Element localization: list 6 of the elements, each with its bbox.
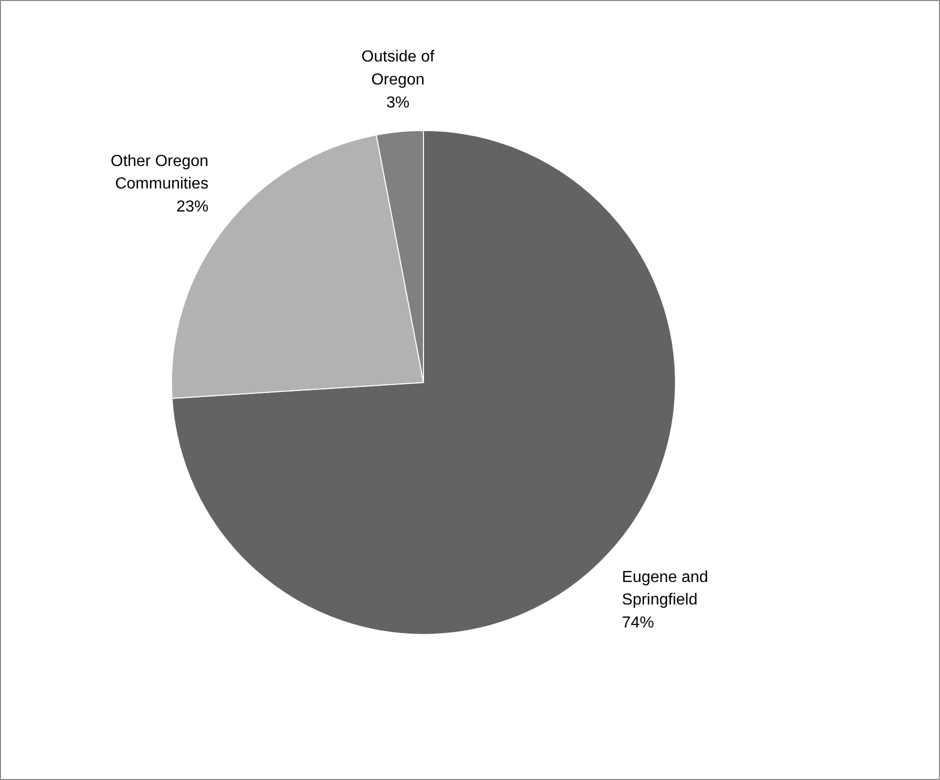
data-label: 3% — [386, 94, 410, 112]
slice-label: Outside of Oregon — [361, 48, 435, 89]
data-label: 74% — [622, 614, 654, 632]
data-label: 23% — [176, 198, 208, 216]
slice-label: Other Oregon Communities — [110, 152, 208, 193]
slice-label: Eugene and Springfield — [622, 568, 708, 609]
